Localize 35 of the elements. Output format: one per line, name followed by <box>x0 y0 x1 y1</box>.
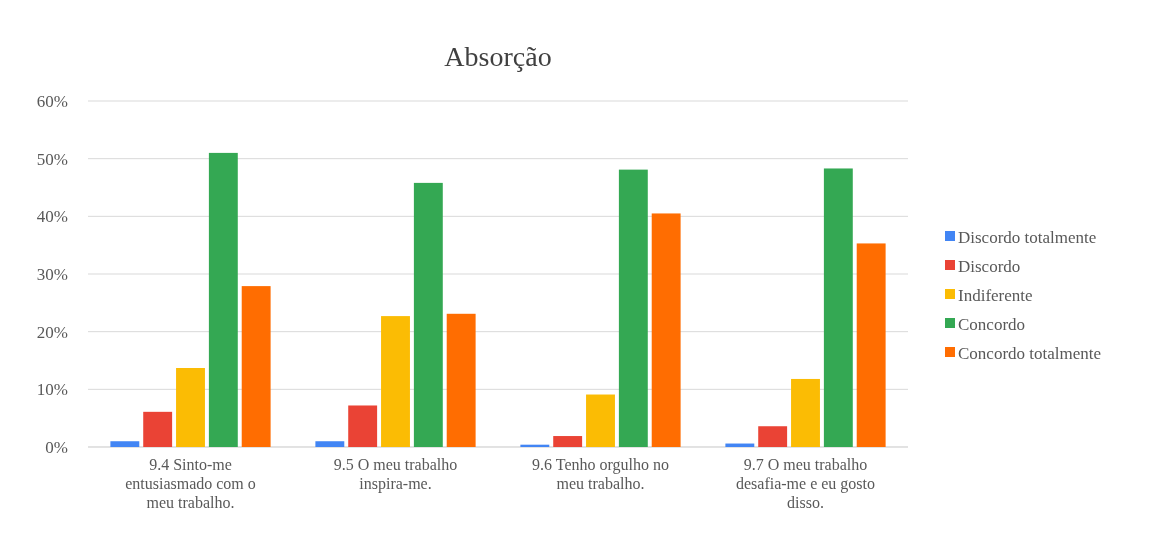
bar <box>110 441 140 447</box>
bar <box>413 182 443 447</box>
chart-title: Absorção <box>444 41 552 72</box>
bar <box>651 213 681 447</box>
bar <box>208 152 238 447</box>
bar <box>446 313 476 447</box>
bar <box>143 411 173 447</box>
x-tick-label: 9.7 O meu trabalho desafia-me e eu gosto disso. <box>735 456 876 511</box>
bar <box>823 168 853 447</box>
legend-label: Discordo totalmente <box>958 227 1097 247</box>
bar <box>241 286 271 447</box>
bar <box>381 316 410 447</box>
y-tick-label: 10% <box>36 380 68 400</box>
y-tick-label: 50% <box>36 149 68 169</box>
legend-label: Indiferente <box>958 285 1033 305</box>
bar <box>586 394 615 447</box>
x-tick-label: 9.4 Sinto-me entusiasmado com o meu trabalho. <box>125 456 256 511</box>
bar <box>758 426 788 447</box>
bar <box>348 405 378 447</box>
x-tick-label: 9.5 O meu trabalho inspira-me. <box>333 456 458 493</box>
y-tick-label: 0% <box>45 437 68 457</box>
bar <box>553 436 583 447</box>
bar <box>856 243 886 447</box>
x-tick-label: 9.6 Tenho orgulho no meu trabalho. <box>532 456 669 492</box>
bar <box>618 169 648 447</box>
legend-label: Concordo <box>958 314 1026 334</box>
bar <box>791 378 820 447</box>
legend-label: Discordo <box>958 256 1021 276</box>
y-tick-label: 40% <box>36 207 68 227</box>
y-tick-label: 30% <box>36 264 68 284</box>
legend-label: Concordo totalmente <box>958 343 1102 363</box>
y-tick-label: 60% <box>36 91 68 111</box>
bar <box>176 368 205 447</box>
y-tick-label: 20% <box>36 322 68 342</box>
bar <box>315 441 345 447</box>
